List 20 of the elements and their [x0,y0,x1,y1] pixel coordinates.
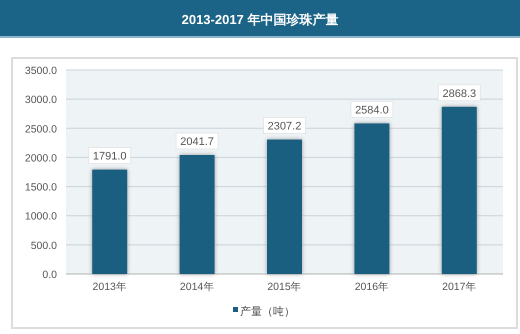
y-tick-label: 3000.0 [24,94,58,106]
data-label: 2584.0 [355,104,389,116]
x-tick-label: 2013年 [92,281,127,293]
x-tick-label: 2015年 [267,281,302,293]
y-tick-label: 500.0 [30,240,58,252]
x-tick-label: 2016年 [354,281,390,293]
y-tick-label: 2500.0 [24,123,58,136]
y-tick-label: 1000.0 [24,210,58,223]
x-tick-label: 2014年 [180,281,214,293]
y-tick-label: 0.0 [42,269,58,281]
data-label: 1791.0 [92,150,127,163]
title: 2013-2017 年中国珍珠产量 [182,12,338,27]
y-tick-label: 2000.0 [24,152,58,164]
legend-label: 产量（吨） [240,306,295,318]
x-tick-label: 2017年 [442,281,476,293]
data-label: 2868.3 [442,88,476,100]
data-label: 2041.7 [180,136,214,148]
data-label: 2307.2 [268,120,302,133]
y-tick-label: 1500.0 [24,182,58,194]
y-tick-label: 3500.0 [24,65,58,77]
